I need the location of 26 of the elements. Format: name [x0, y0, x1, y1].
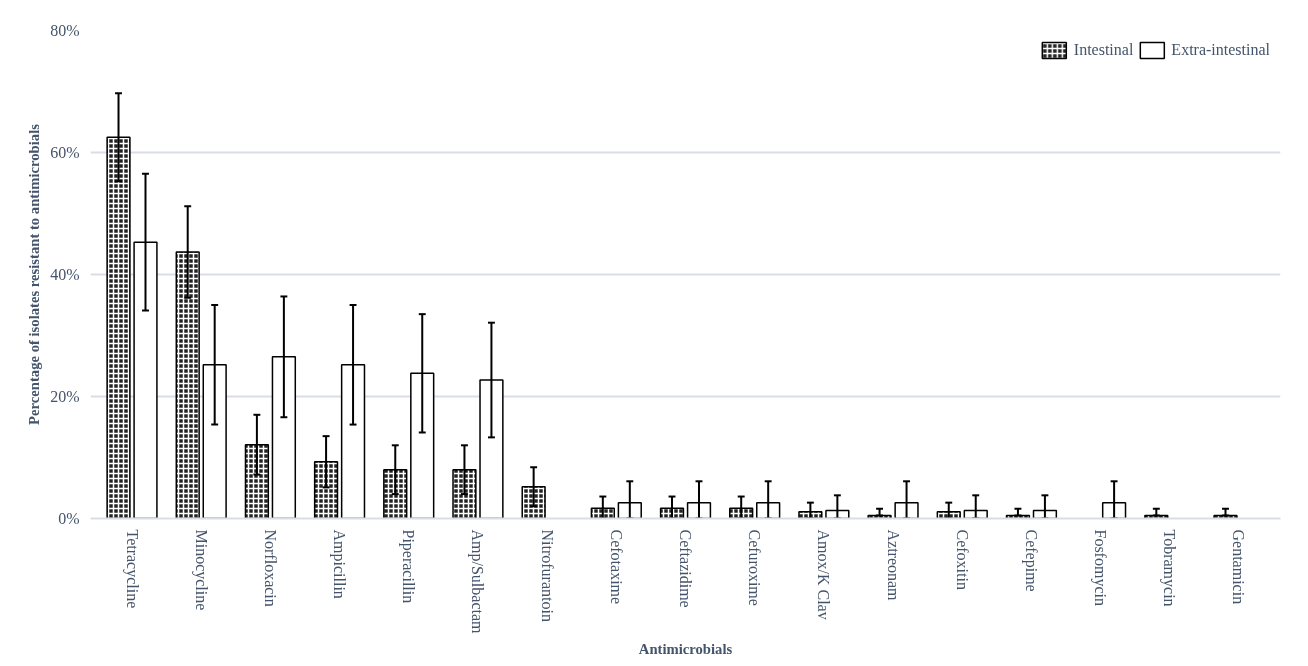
y-tick-label: 40%	[50, 266, 80, 283]
x-tick-label: Tobramycin	[1160, 529, 1179, 607]
legend-label: Intestinal	[1073, 41, 1134, 59]
x-tick-label: Norfloxacin	[261, 529, 279, 607]
x-tick-label: Cefepime	[1021, 529, 1040, 592]
y-tick-label: 80%	[50, 22, 80, 39]
legend-label: Extra-intestinal	[1171, 41, 1270, 59]
x-tick-label: Ceftazidime	[677, 529, 694, 608]
x-tick-label: Cefoxitin	[953, 529, 971, 590]
x-axis-title: Antimicrobials	[638, 641, 733, 658]
x-tick-label: Tetracycline	[122, 529, 141, 609]
x-tick-label: Cefotaxime	[607, 529, 625, 605]
y-axis-title: Percentage of isolates resistant to antimicrobials	[26, 123, 43, 425]
x-tick-label: Aztreonam	[884, 529, 902, 602]
y-tick-label: 60%	[50, 144, 80, 161]
x-tick-label: Amox/K Clav	[815, 529, 833, 620]
x-tick-label: Ampicillin	[330, 529, 349, 599]
x-tick-label: Amp/Sulbactam	[468, 529, 487, 635]
x-tick-label: Gentamicin	[1230, 529, 1248, 605]
x-tick-label: Piperacillin	[399, 529, 418, 604]
x-tick-label: Cefuroxime	[746, 529, 764, 606]
y-tick-label: 0%	[58, 510, 80, 527]
x-tick-label: Nitrofurantoin	[538, 529, 556, 622]
y-tick-label: 20%	[50, 388, 80, 405]
x-tick-label: Fosfomycin	[1091, 529, 1110, 606]
x-tick-label: Minocycline	[191, 529, 210, 611]
